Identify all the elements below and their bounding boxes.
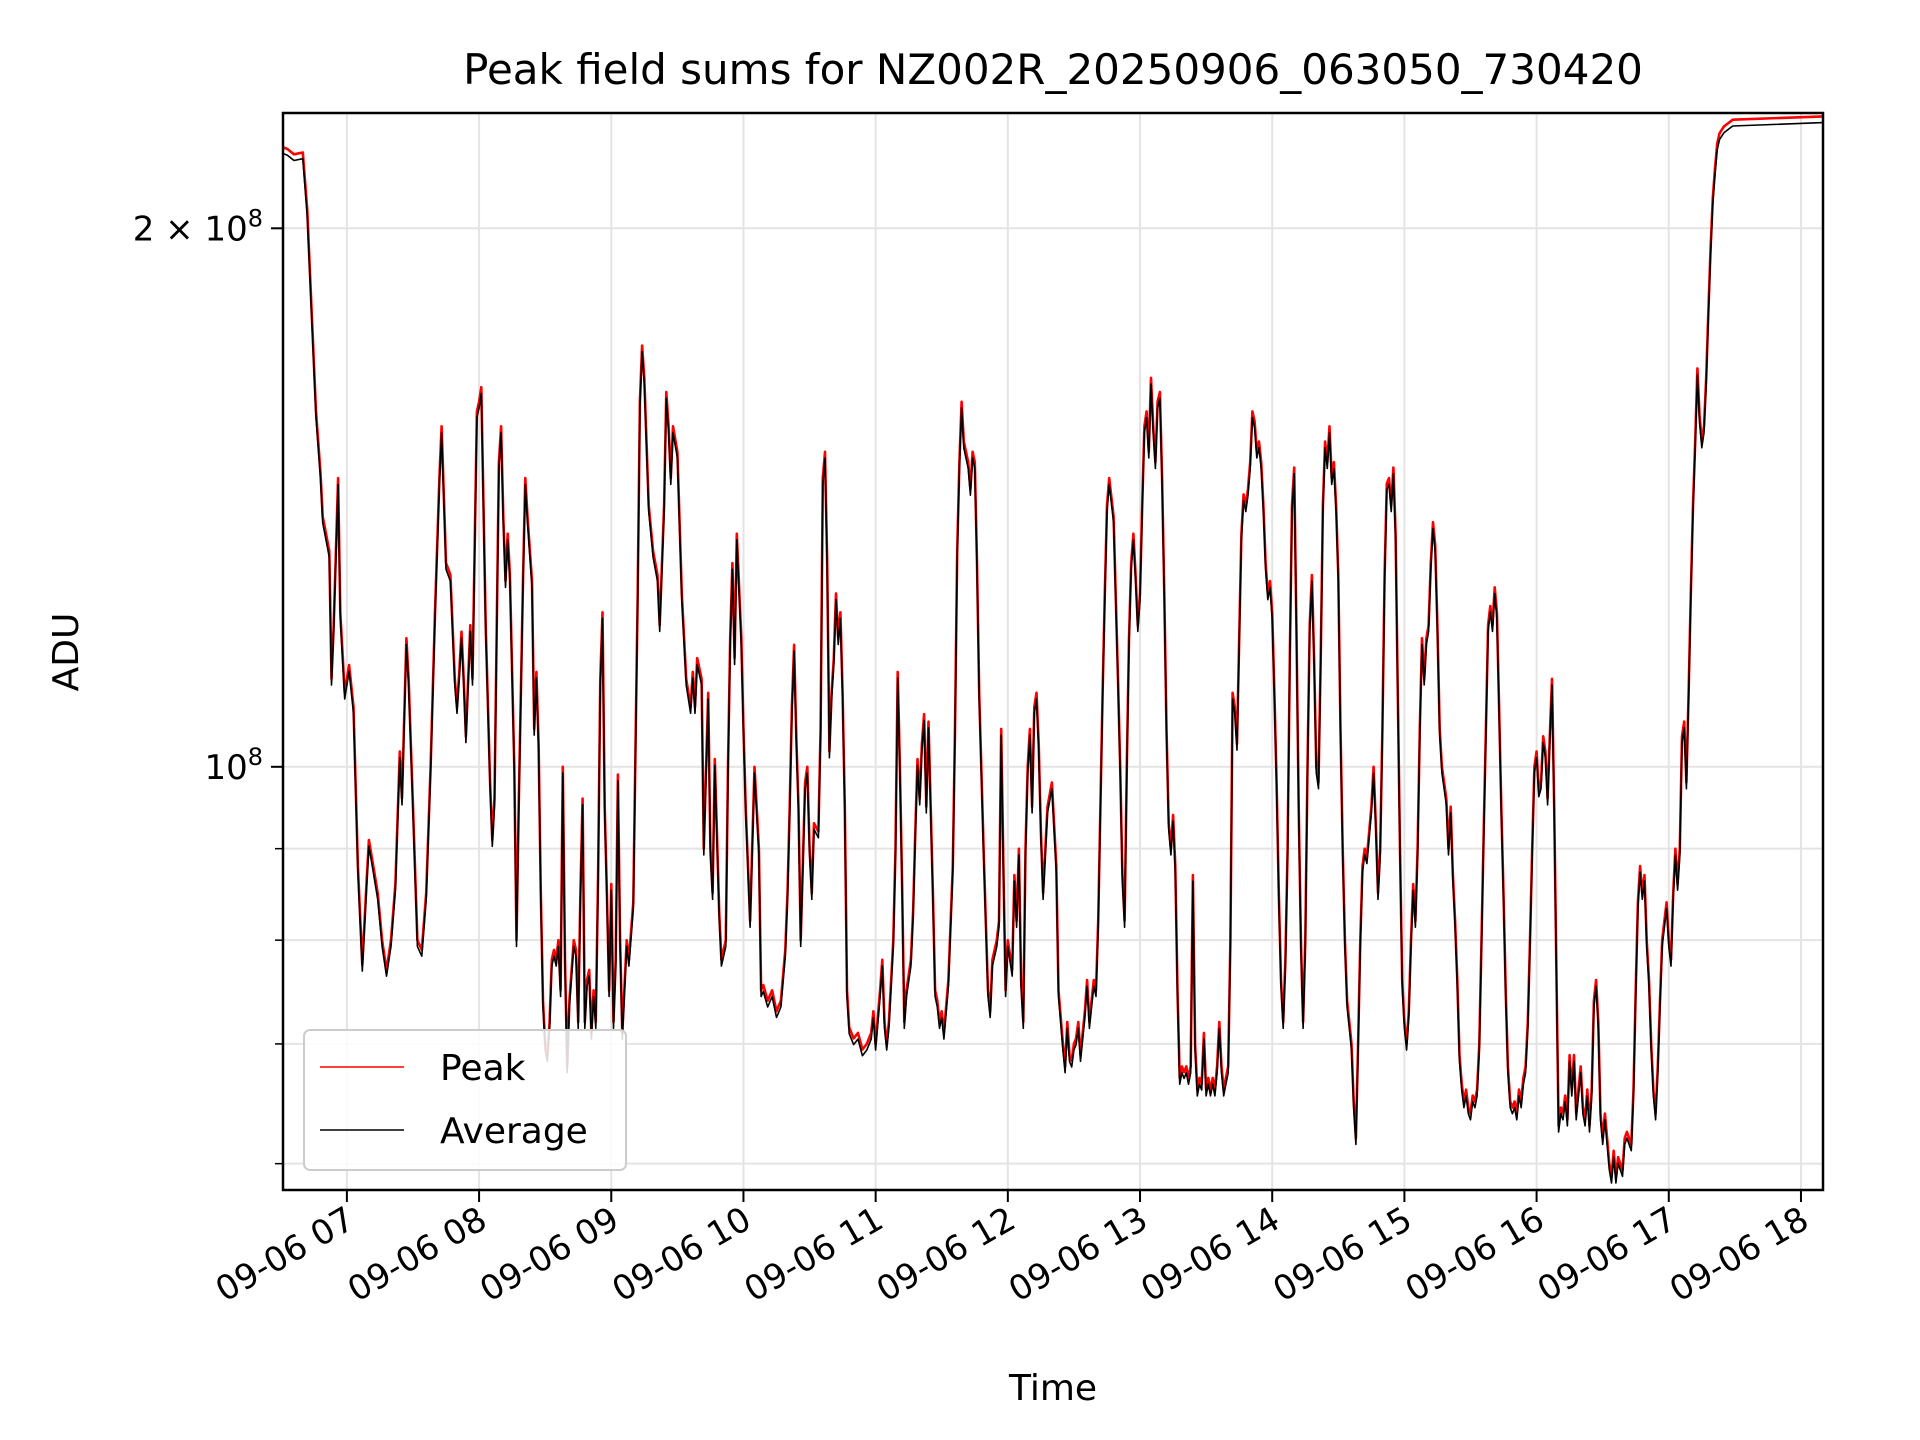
legend-box [303, 1029, 627, 1171]
y-axis: 108 2 × 108 [133, 204, 283, 1165]
y-tick-label: 108 [204, 743, 263, 788]
plot-frame [281, 111, 1825, 1192]
legend: Peak Average [303, 1029, 627, 1171]
legend-label-average: Average [440, 1111, 588, 1152]
series-lines [282, 115, 1824, 1184]
legend-label-peak: Peak [440, 1048, 526, 1089]
x-axis-label: Time [1008, 1368, 1097, 1409]
chart-title: Peak field sums for NZ002R_20250906_0630… [463, 45, 1643, 94]
y-tick-label: 2 × 108 [133, 204, 263, 249]
series-line-average [282, 121, 1824, 1184]
y-axis-label: ADU [46, 613, 87, 692]
